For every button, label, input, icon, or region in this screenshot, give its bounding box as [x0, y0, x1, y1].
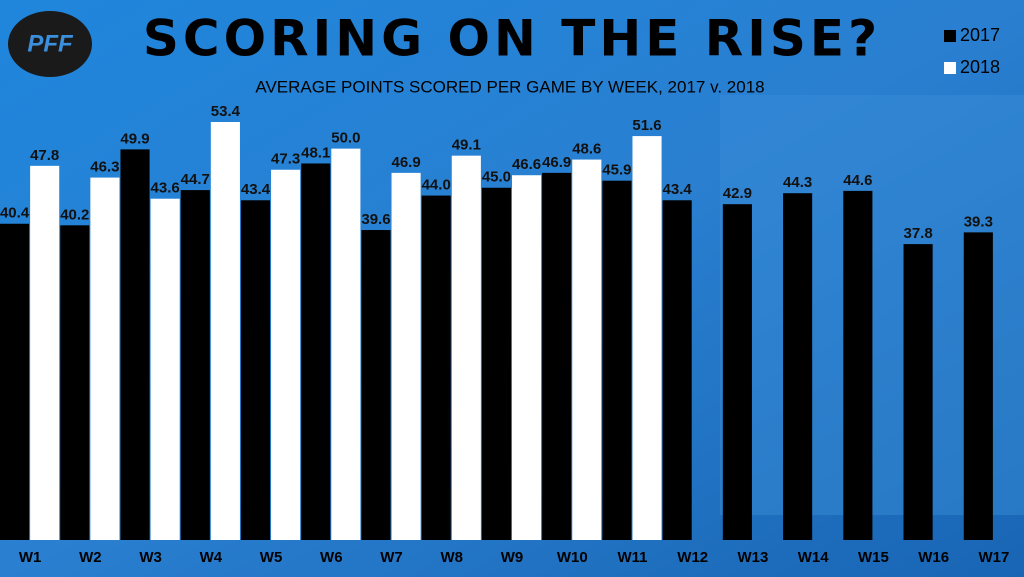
value-label: 44.0 — [422, 177, 451, 194]
x-tick-label: W10 — [557, 549, 588, 566]
bar — [421, 195, 451, 541]
x-tick-label: W4 — [200, 549, 223, 566]
bar — [120, 149, 150, 540]
x-tick-label: W17 — [978, 549, 1009, 566]
x-tick-label: W6 — [320, 549, 343, 566]
value-label: 40.2 — [60, 206, 89, 223]
value-label: 42.9 — [723, 185, 752, 202]
bar — [632, 136, 662, 540]
legend-label: 2018 — [960, 57, 1000, 77]
bar — [210, 122, 240, 540]
chart-title: SCORING ON THE RISE? — [143, 10, 881, 68]
bar — [722, 204, 752, 540]
value-label: 51.6 — [632, 117, 661, 134]
value-label: 43.4 — [663, 181, 693, 198]
bar — [391, 172, 421, 541]
legend-swatch — [944, 62, 956, 74]
legend-label: 2017 — [960, 25, 1000, 45]
x-tick-label: W13 — [738, 549, 769, 566]
bar — [662, 200, 692, 540]
value-label: 44.7 — [181, 171, 210, 188]
bar — [542, 172, 572, 541]
bar — [331, 148, 361, 540]
value-label: 43.4 — [241, 181, 271, 198]
x-tick-label: W16 — [918, 549, 949, 566]
value-label: 44.3 — [783, 174, 812, 191]
bar — [843, 190, 873, 540]
x-tick-label: W14 — [798, 549, 830, 566]
bar — [150, 198, 180, 540]
x-tick-label: W11 — [617, 549, 647, 566]
legend: 2017 2018 — [944, 25, 1000, 77]
logo: PFF — [27, 30, 74, 57]
value-label: 46.3 — [90, 159, 119, 176]
value-label: 46.9 — [391, 154, 420, 171]
x-tick-label: W7 — [380, 549, 403, 566]
value-label: 50.0 — [331, 130, 360, 147]
bar — [30, 165, 60, 540]
bar — [963, 232, 993, 540]
bar — [90, 177, 120, 540]
x-tick-label: W12 — [677, 549, 708, 566]
bar — [180, 190, 210, 540]
value-label: 39.6 — [361, 211, 390, 228]
bar — [602, 180, 632, 540]
bar — [903, 244, 933, 540]
bar — [271, 169, 301, 540]
value-label: 47.8 — [30, 147, 59, 164]
bar — [240, 200, 271, 540]
legend-swatch — [944, 30, 956, 42]
value-label: 45.0 — [482, 169, 511, 186]
chart-subtitle: AVERAGE POINTS SCORED PER GAME BY WEEK, … — [255, 77, 764, 96]
value-label: 49.9 — [120, 130, 149, 147]
value-label: 43.6 — [151, 180, 180, 197]
value-label: 48.1 — [301, 144, 330, 161]
bar — [0, 223, 30, 540]
x-tick-label: W5 — [260, 549, 283, 566]
x-tick-label: W9 — [501, 549, 524, 566]
x-tick-label: W2 — [79, 549, 102, 566]
bar — [301, 163, 331, 541]
value-label: 46.9 — [542, 154, 571, 171]
value-label: 49.1 — [452, 137, 481, 154]
value-label: 53.4 — [211, 103, 241, 120]
x-tick-label: W3 — [139, 549, 162, 566]
logo-badge — [8, 11, 92, 77]
bar — [481, 187, 511, 540]
x-tick-label: W15 — [858, 549, 889, 566]
value-label: 39.3 — [964, 213, 993, 230]
value-label: 44.6 — [843, 172, 872, 189]
x-tick-label: W1 — [19, 549, 42, 566]
bar — [451, 155, 481, 540]
bar — [60, 225, 90, 540]
value-label: 47.3 — [271, 151, 300, 168]
bar — [512, 175, 542, 541]
bar — [361, 230, 391, 541]
x-tick-label: W8 — [441, 549, 464, 566]
value-label: 48.6 — [572, 141, 601, 158]
value-label: 46.6 — [512, 156, 541, 173]
bar — [783, 193, 813, 540]
plot: W1 40.4 47.8 W2 40.2 46.3 W3 49.9 43.6 W4 44.7 53.4… — [0, 103, 1009, 566]
bar — [572, 159, 602, 540]
value-label: 45.9 — [602, 162, 631, 179]
value-label: 40.4 — [0, 205, 30, 222]
value-label: 37.8 — [903, 225, 932, 242]
